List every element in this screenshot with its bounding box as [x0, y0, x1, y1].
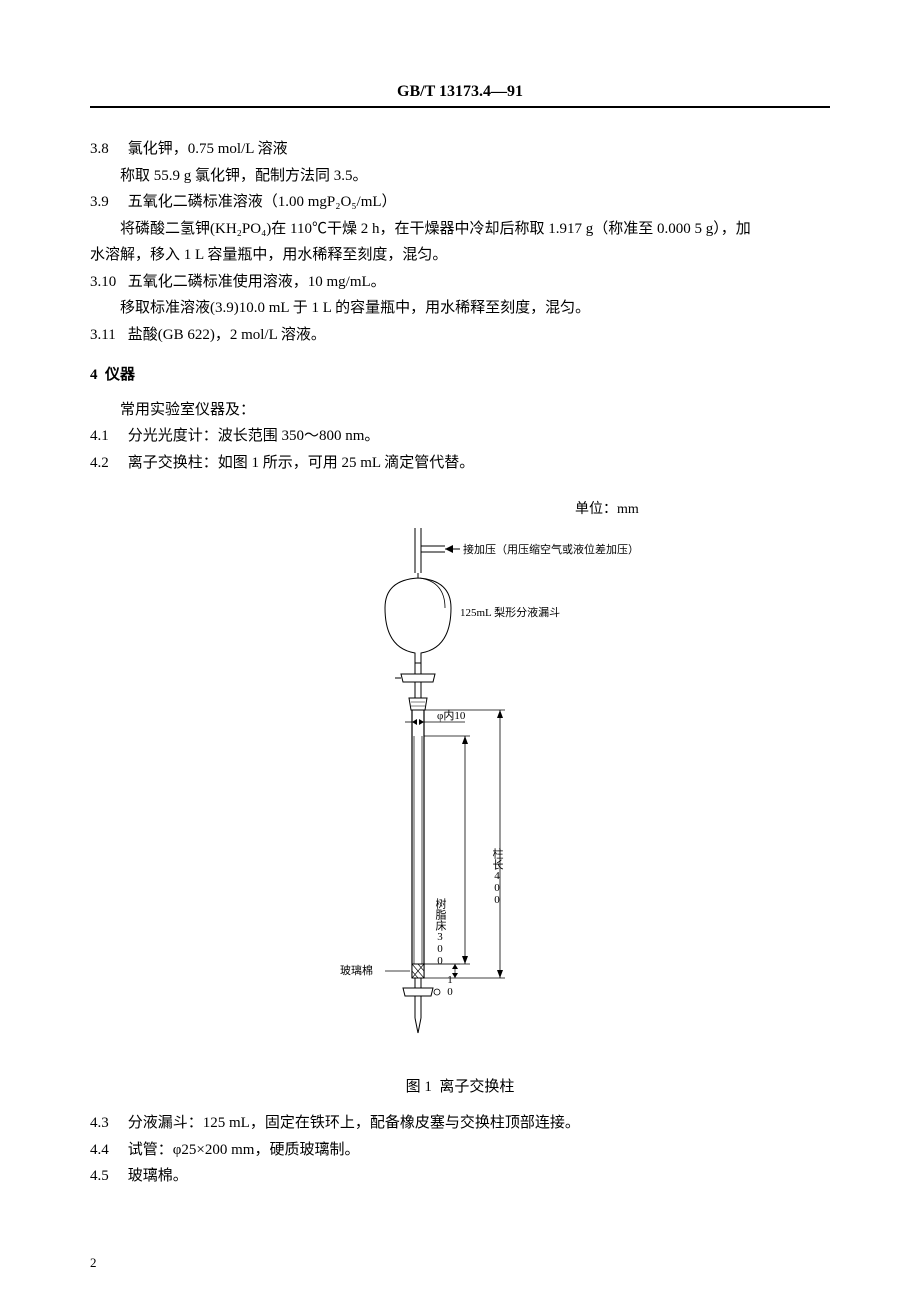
section-4-heading: 4 仪器 — [90, 364, 830, 387]
clause-num: 3.9 — [90, 191, 124, 214]
clause-num: 4.3 — [90, 1112, 124, 1135]
clause-title: 氯化钾，0.75 mol/L 溶液 — [128, 141, 288, 157]
clause-title: 五氧化二磷标准溶液（1.00 mgP₂O₅/mL） — [128, 194, 397, 210]
clause-num: 3.11 — [90, 324, 124, 347]
fig-dim-10: 10 — [444, 974, 456, 998]
figure-title: 离子交换柱 — [439, 1079, 514, 1095]
clause-3-8: 3.8 氯化钾，0.75 mol/L 溶液 — [90, 138, 830, 161]
figure-1-diagram: 单位：mm 接加压（用压缩空气或液位差加压） 125mL 梨形分液漏斗 — [90, 498, 830, 1066]
figure-1-caption: 图 1 离子交换柱 — [90, 1076, 830, 1099]
page-number: 2 — [90, 1253, 97, 1273]
clause-text: 离子交换柱：如图 1 所示，可用 25 mL 滴定管代替。 — [128, 455, 475, 471]
clause-num: 4.2 — [90, 452, 124, 475]
section-title: 仪器 — [105, 367, 135, 383]
clause-4-5: 4.5 玻璃棉。 — [90, 1165, 830, 1188]
clause-text: 试管：φ25×200 mm，硬质玻璃制。 — [128, 1142, 360, 1158]
section-num: 4 — [90, 367, 98, 383]
fig-col-length: 柱长400 — [491, 847, 504, 906]
clause-4-4: 4.4 试管：φ25×200 mm，硬质玻璃制。 — [90, 1139, 830, 1162]
clause-3-8-body: 称取 55.9 g 氯化钾，配制方法同 3.5。 — [90, 165, 830, 188]
figure-num: 图 1 — [406, 1079, 432, 1095]
clause-num: 4.5 — [90, 1165, 124, 1188]
clause-num: 4.1 — [90, 425, 124, 448]
fig-resin: 树脂床300 — [434, 897, 447, 967]
clause-3-11: 3.11 盐酸(GB 622)，2 mol/L 溶液。 — [90, 324, 830, 347]
clause-3-9-body-1: 将磷酸二氢钾(KH₂PO₄)在 110℃干燥 2 h，在干燥器中冷却后称取 1.… — [90, 218, 830, 241]
clause-3-10: 3.10 五氧化二磷标准使用溶液，10 mg/mL。 — [90, 271, 830, 294]
fig-pressure-label: 接加压（用压缩空气或液位差加压） — [463, 542, 639, 556]
standard-code: GB/T 13173.4—91 — [90, 80, 830, 106]
clause-3-9-body-2: 水溶解，移入 1 L 容量瓶中，用水稀释至刻度，混匀。 — [90, 244, 830, 267]
fig-funnel-label: 125mL 梨形分液漏斗 — [460, 605, 560, 619]
clause-text: 分光光度计：波长范围 350～800 nm。 — [128, 428, 380, 444]
clause-title: 盐酸(GB 622)，2 mol/L 溶液。 — [128, 327, 326, 343]
clause-4-3: 4.3 分液漏斗：125 mL，固定在铁环上，配备橡皮塞与交换柱顶部连接。 — [90, 1112, 830, 1135]
clause-text: 玻璃棉。 — [128, 1168, 188, 1184]
ion-exchange-column-svg: 单位：mm 接加压（用压缩空气或液位差加压） 125mL 梨形分液漏斗 — [245, 498, 675, 1058]
clause-4-2: 4.2 离子交换柱：如图 1 所示，可用 25 mL 滴定管代替。 — [90, 452, 830, 475]
clause-text: 分液漏斗：125 mL，固定在铁环上，配备橡皮塞与交换柱顶部连接。 — [128, 1115, 580, 1131]
clause-num: 3.8 — [90, 138, 124, 161]
clause-3-9: 3.9 五氧化二磷标准溶液（1.00 mgP₂O₅/mL） — [90, 191, 830, 214]
section-4-intro: 常用实验室仪器及： — [90, 399, 830, 422]
header-rule — [90, 106, 830, 108]
clause-num: 3.10 — [90, 271, 124, 294]
fig-glasswool: 玻璃棉 — [340, 963, 373, 977]
clause-title: 五氧化二磷标准使用溶液，10 mg/mL。 — [128, 274, 386, 290]
clause-3-10-body: 移取标准溶液(3.9)10.0 mL 于 1 L 的容量瓶中，用水稀释至刻度，混… — [90, 297, 830, 320]
clause-4-1: 4.1 分光光度计：波长范围 350～800 nm。 — [90, 425, 830, 448]
clause-num: 4.4 — [90, 1139, 124, 1162]
fig-unit-label: 单位：mm — [575, 501, 639, 517]
